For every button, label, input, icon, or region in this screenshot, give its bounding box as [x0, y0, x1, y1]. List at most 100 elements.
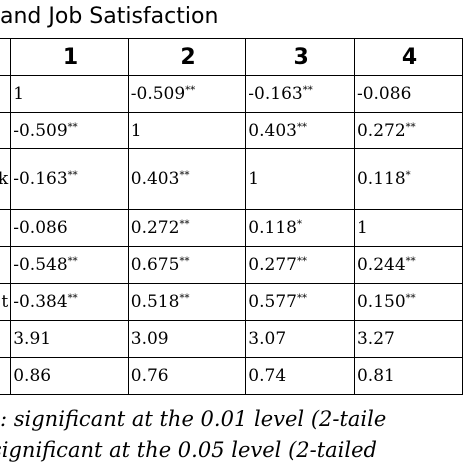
significance-marker: **	[179, 219, 190, 230]
significance-marker: **	[179, 256, 190, 267]
cell-value: -0.086	[356, 84, 412, 104]
significance-marker: *	[405, 170, 411, 181]
table-row: 3.91 3.09 3.07 3.27	[0, 320, 464, 358]
table-cell: 3.27	[353, 320, 464, 358]
table-cell: 0.81	[353, 357, 464, 395]
table-cell: -0.163**	[10, 148, 129, 210]
column-header: 2	[127, 38, 247, 76]
cell-value: 0.76	[130, 366, 169, 386]
row-label	[0, 320, 12, 358]
column-header: 1	[10, 38, 129, 76]
cell-value: -0.548	[13, 255, 68, 275]
table-cell: 3.07	[245, 320, 355, 358]
row-label	[0, 209, 12, 247]
table-cell: 0.277**	[245, 246, 355, 284]
cell-value: 3.09	[130, 329, 169, 349]
significance-marker: **	[302, 85, 313, 96]
table-notes: : significant at the 0.01 level (2-taile…	[0, 404, 386, 466]
significance-marker: **	[67, 256, 78, 267]
significance-marker: **	[185, 85, 196, 96]
cell-value: 0.81	[356, 366, 395, 386]
significance-marker: **	[405, 121, 416, 133]
cell-value: 0.150	[356, 292, 406, 312]
table-title: and Job Satisfaction	[0, 4, 219, 29]
significance-marker: **	[67, 170, 78, 181]
column-header: 3	[245, 38, 355, 76]
table-cell: 0.118*	[245, 209, 355, 247]
cell-value: 0.272	[356, 120, 406, 141]
row-label	[0, 357, 12, 395]
table-row: -0.548** 0.675** 0.277** 0.244**	[0, 246, 464, 284]
table-cell: -0.509**	[127, 75, 247, 113]
row-label: k	[0, 148, 12, 210]
header-row: 1 2 3 4	[0, 38, 464, 76]
significance-marker: **	[179, 170, 190, 181]
note-significance-005: significant at the 0.05 level (2-tailed	[0, 438, 377, 462]
table-cell: 0.76	[127, 357, 247, 395]
table-cell: 0.150**	[353, 283, 464, 321]
table-cell: 0.74	[245, 357, 355, 395]
table-cell: 3.09	[127, 320, 247, 358]
cell-value: 1	[130, 120, 142, 141]
table-cell: -0.163**	[245, 75, 355, 113]
cell-value: 1	[356, 218, 368, 238]
cell-value: 0.86	[13, 366, 52, 386]
significance-marker: **	[405, 293, 416, 304]
table-cell: 3.91	[10, 320, 129, 358]
table-cell: 0.118*	[353, 148, 464, 210]
cell-value: 0.675	[130, 255, 180, 275]
table-cell: 0.577**	[245, 283, 355, 321]
significance-marker: **	[179, 293, 190, 304]
row-label: t	[0, 283, 12, 321]
table-cell: -0.509**	[10, 112, 129, 149]
table-row: 1 -0.509** -0.163** -0.086	[0, 75, 464, 113]
table-cell: 1	[10, 75, 129, 113]
table-row: 0.86 0.76 0.74 0.81	[0, 357, 464, 395]
cell-value: 0.118	[248, 218, 297, 238]
column-header	[0, 38, 12, 76]
cell-value: -0.509	[13, 120, 68, 141]
table-cell: 0.86	[10, 357, 129, 395]
note-significance-001: : significant at the 0.01 level (2-taile	[0, 407, 387, 431]
cell-value: -0.086	[13, 218, 68, 238]
cell-value: 0.244	[356, 255, 406, 275]
table-cell: -0.384**	[10, 283, 129, 321]
column-header: 4	[353, 38, 464, 76]
cell-value: 3.27	[356, 329, 395, 349]
table-row: -0.509** 1 0.403** 0.272**	[0, 112, 464, 149]
table-cell: 1	[245, 148, 355, 210]
table-row: -0.086 0.272** 0.118* 1	[0, 209, 464, 247]
significance-marker: **	[296, 256, 307, 267]
cell-value: 3.91	[13, 329, 52, 349]
cell-value: 0.518	[130, 292, 180, 312]
cell-value: 0.272	[130, 218, 180, 238]
cell-value: 0.277	[248, 255, 297, 275]
table-cell: -0.086	[353, 75, 464, 113]
cell-value: 0.577	[248, 292, 297, 312]
cell-value: -0.163	[248, 84, 303, 104]
correlation-table: 1 2 3 4 1 -0.509** -0.163** -0.086 -0.509** 1…	[0, 38, 464, 395]
cell-value: -0.509	[130, 84, 186, 104]
table-cell: 0.244**	[353, 246, 464, 284]
significance-marker: **	[67, 121, 78, 133]
significance-marker: **	[405, 256, 416, 267]
table-cell: 0.403**	[245, 112, 355, 149]
cell-value: 0.74	[248, 366, 287, 386]
row-label	[0, 246, 12, 284]
significance-marker: *	[296, 219, 302, 230]
significance-marker: **	[296, 121, 307, 133]
cell-value: -0.163	[13, 169, 68, 189]
significance-marker: **	[67, 293, 78, 304]
table-cell: -0.548**	[10, 246, 129, 284]
table-row: t -0.384** 0.518** 0.577** 0.150**	[0, 283, 464, 321]
table-cell: -0.086	[10, 209, 129, 247]
table-cell: 0.518**	[127, 283, 247, 321]
cell-value: 0.118	[356, 169, 406, 189]
table-cell: 1	[127, 112, 247, 149]
table-cell: 1	[353, 209, 464, 247]
cell-value: 0.403	[130, 169, 180, 189]
cell-value: 1	[248, 169, 260, 189]
table-cell: 0.272**	[127, 209, 247, 247]
row-label	[0, 112, 12, 149]
cell-value: 0.403	[248, 120, 297, 141]
